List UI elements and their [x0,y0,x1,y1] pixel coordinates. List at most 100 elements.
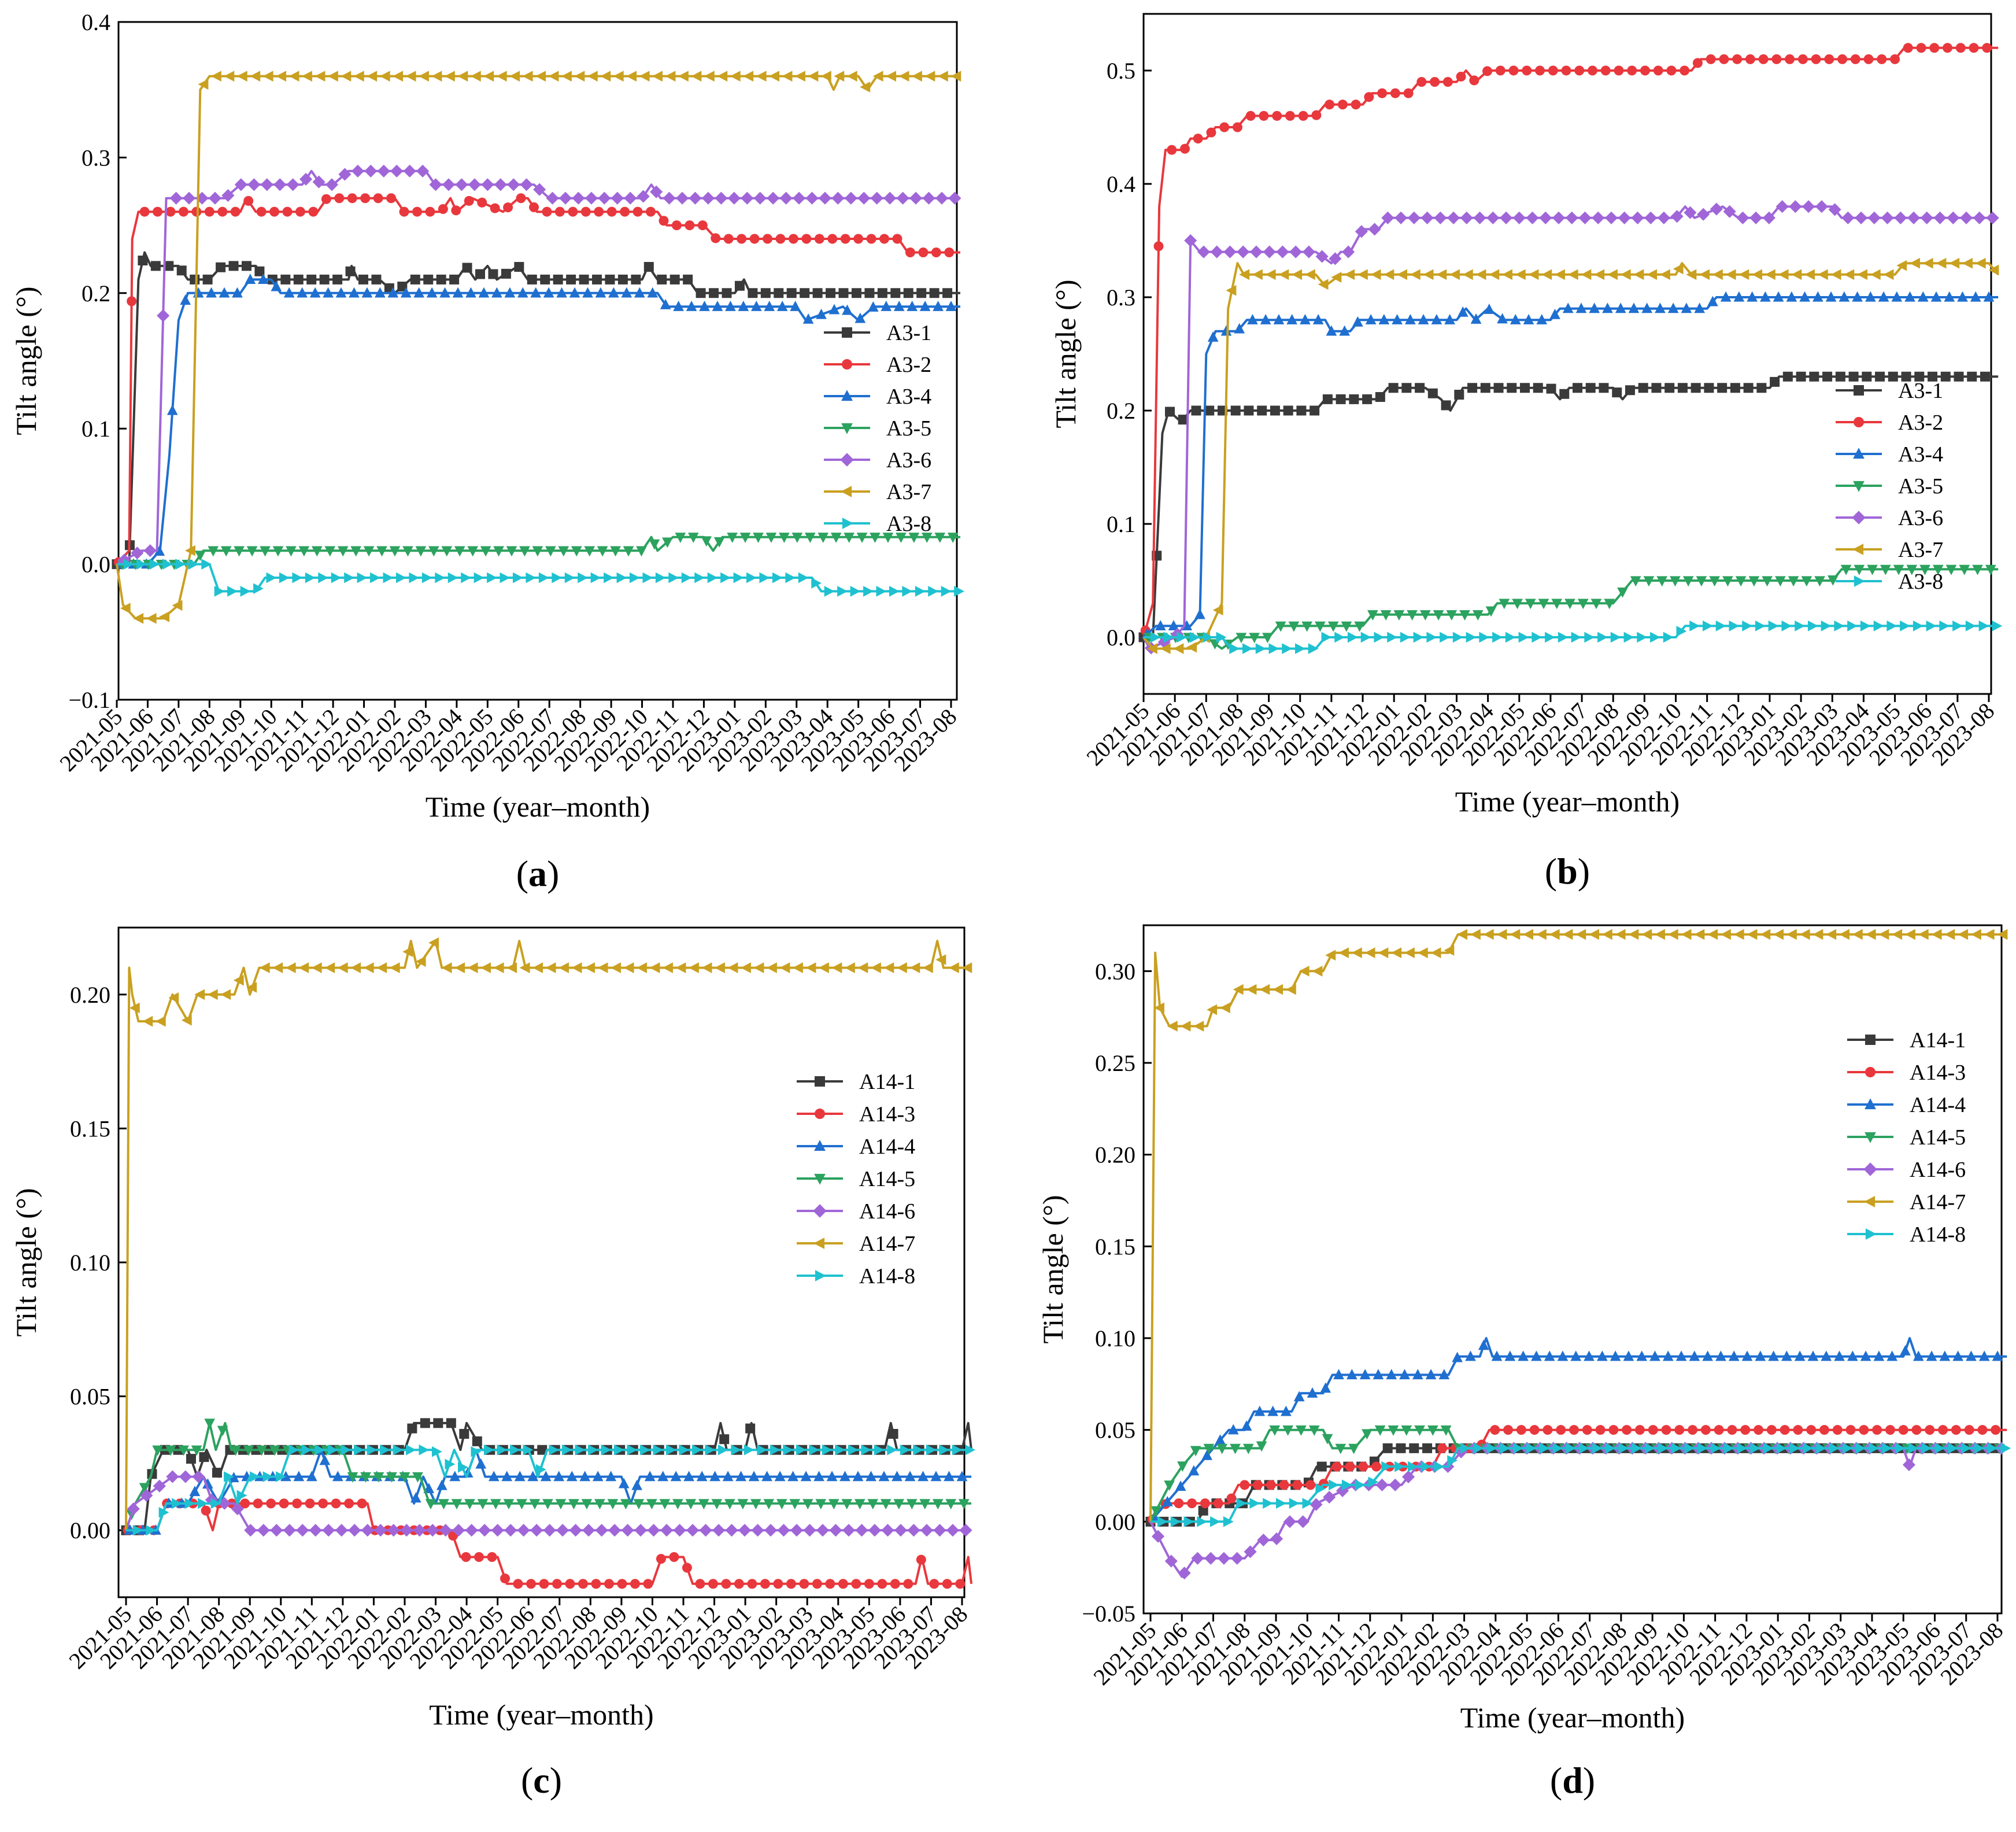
data-point-A14-4 [1359,1369,1371,1380]
data-point-A14-7 [623,962,634,973]
data-point-A3-6 [1789,200,1802,213]
data-point-A14-8 [1789,1443,1800,1454]
data-point-A14-4 [488,1471,500,1482]
data-point-A14-8 [665,1444,676,1456]
series-A14-8 [1151,1443,2011,1527]
data-point-A3-8 [175,559,186,570]
data-point-A14-5 [724,1499,735,1510]
data-point-A14-3 [890,1579,900,1589]
data-point-A14-8 [809,1444,820,1456]
data-point-A3-8 [421,572,432,583]
data-point-A3-2 [1614,65,1624,76]
data-point-A3-8 [162,559,173,570]
data-point-A14-7 [1984,929,1995,940]
data-point-A14-7 [1220,1002,1230,1014]
data-point-A14-8 [1750,1443,1761,1454]
data-point-A3-8 [1571,631,1582,643]
data-point-A3-7 [1515,269,1526,280]
data-point-A3-6 [234,178,247,191]
data-point-A14-7 [272,962,283,973]
legend-marker-A14-1 [815,1076,825,1087]
legend-label-A3-5: A3-5 [886,416,931,441]
data-point-A14-8 [509,1444,520,1456]
data-point-A3-2 [1390,88,1400,98]
data-point-A14-7 [805,962,816,973]
data-point-A3-5 [467,546,479,557]
data-point-A3-2 [360,193,371,204]
data-point-A3-8 [227,586,238,597]
data-point-A14-5 [737,1499,749,1510]
data-point-A3-4 [1628,302,1640,313]
data-point-A14-7 [220,989,231,1000]
data-point-A14-4 [944,1471,955,1482]
data-point-A14-4 [878,1471,890,1482]
y-axis-title: Tilt angle (°) [1049,279,1082,428]
y-axis-title: Tilt angle (°) [10,1188,42,1336]
data-point-A3-2 [1245,110,1256,121]
data-point-A14-6 [257,1524,270,1537]
data-point-A14-8 [1289,1498,1300,1509]
data-point-A3-2 [1969,43,1979,53]
data-point-A3-6 [1302,245,1315,258]
data-point-A3-7 [405,71,416,82]
data-point-A3-8 [1360,631,1371,643]
data-point-A14-5 [555,1499,567,1510]
data-point-A3-1 [190,274,200,285]
data-point-A3-6 [1947,211,1960,224]
data-point-A14-4 [1518,1350,1529,1361]
legend-marker-A14-1 [1865,1035,1876,1045]
data-point-A14-8 [1355,1479,1366,1491]
data-point-A3-6 [1289,245,1303,258]
data-point-A3-2 [503,202,513,213]
data-point-A14-3 [1806,1425,1817,1435]
data-point-A3-7 [898,71,909,82]
data-point-A3-8 [681,572,692,583]
data-point-A3-1 [1415,383,1425,393]
data-point-A3-7 [1331,272,1342,283]
data-point-A3-6 [507,178,520,191]
data-point-A3-8 [1597,631,1608,643]
data-point-A14-3 [513,1579,523,1589]
legend-marker-A14-5 [814,1173,826,1185]
data-point-A3-4 [1484,303,1495,314]
data-point-A3-1 [605,274,615,285]
data-point-A14-5 [1242,1443,1254,1454]
data-point-A14-4 [1847,1350,1858,1361]
data-point-A14-6 [816,1524,830,1537]
data-point-A3-1 [734,280,745,291]
data-point-A3-1 [1862,371,1872,382]
data-point-A3-2 [1943,43,1953,53]
data-point-A3-5 [584,546,595,557]
data-point-A3-4 [1352,316,1363,327]
data-point-A14-7 [1510,929,1521,940]
data-point-A14-7 [1246,984,1257,995]
data-point-A3-6 [1907,211,1921,224]
data-point-A14-4 [1544,1350,1555,1361]
data-point-A14-8 [1539,1443,1550,1454]
data-point-A3-7 [1475,269,1486,280]
data-point-A3-1 [1822,371,1833,382]
data-point-A14-8 [1632,1443,1643,1454]
data-point-A14-8 [926,1444,937,1456]
plot-frame [1142,924,2003,1615]
data-point-A14-8 [1882,1443,1893,1454]
data-point-A14-8 [315,1444,325,1456]
data-point-A3-8 [1452,631,1463,643]
data-point-A3-5 [506,546,517,557]
data-point-A14-1 [1382,1443,1393,1453]
data-point-A3-7 [808,71,819,82]
data-point-A14-7 [1536,929,1547,940]
data-point-A3-1 [1743,383,1754,393]
data-point-A3-8 [1729,620,1740,631]
data-point-A3-2 [1758,54,1769,64]
chart-panel-b: 0.00.10.20.30.40.52021-052021-062021-072… [1049,13,2003,892]
data-point-A14-8 [236,1490,247,1501]
data-point-A3-2 [1364,92,1374,102]
data-point-A14-7 [1589,929,1599,940]
data-point-A3-5 [818,533,829,543]
data-point-A14-6 [608,1524,622,1537]
data-point-A14-8 [1921,1443,1932,1454]
data-point-A3-6 [1723,205,1736,218]
data-point-A14-3 [1622,1425,1632,1435]
data-point-A14-8 [679,1444,690,1456]
